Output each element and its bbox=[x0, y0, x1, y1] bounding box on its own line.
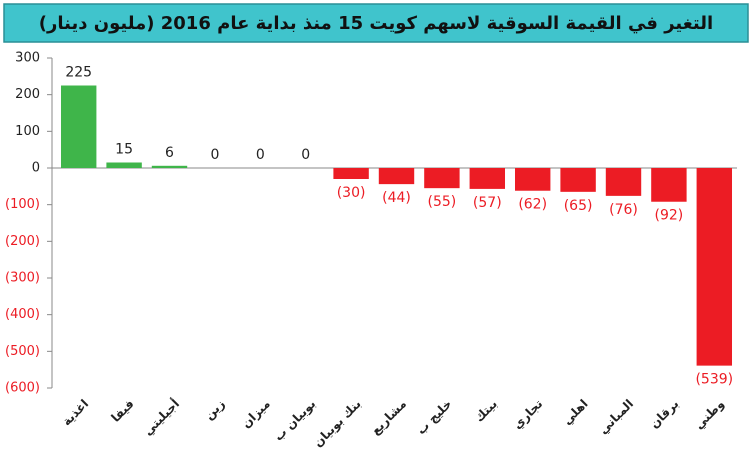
x-tick-label: تجاري bbox=[510, 397, 545, 432]
x-tick-label: المباني bbox=[596, 397, 636, 437]
bar bbox=[106, 162, 142, 168]
bar bbox=[651, 168, 687, 202]
y-tick-label: 200 bbox=[15, 87, 40, 102]
value-label: 225 bbox=[65, 65, 92, 81]
y-tick-label: 0 bbox=[32, 161, 40, 176]
value-label: (539) bbox=[695, 372, 733, 388]
bar bbox=[424, 168, 460, 189]
chart-title: التغير في القيمة السوقية لاسهم كويت 15 م… bbox=[39, 13, 713, 34]
y-tick-label: (400) bbox=[5, 307, 40, 322]
y-tick-label: (500) bbox=[5, 344, 40, 359]
x-tick-label: مشاريع bbox=[368, 397, 409, 438]
bar bbox=[151, 165, 188, 168]
y-tick-label: 100 bbox=[15, 124, 40, 139]
bar bbox=[333, 168, 369, 179]
bar bbox=[469, 168, 506, 189]
x-tick-label: بنك بوبيان bbox=[311, 397, 365, 450]
bar bbox=[696, 168, 733, 366]
title-box bbox=[3, 3, 749, 43]
value-label: 15 bbox=[115, 142, 133, 158]
bar bbox=[514, 168, 551, 191]
value-label: (62) bbox=[518, 197, 547, 213]
bar bbox=[605, 168, 642, 196]
value-label: (44) bbox=[382, 190, 411, 206]
value-label: (76) bbox=[609, 202, 638, 218]
y-tick-label: (100) bbox=[5, 197, 40, 212]
x-tick-label: اهلي bbox=[560, 397, 591, 428]
x-tick-label: أجيليتي bbox=[140, 396, 182, 438]
value-label: 0 bbox=[256, 147, 265, 163]
bar bbox=[378, 168, 415, 185]
value-label: 0 bbox=[301, 147, 310, 163]
x-tick-label: بيتك bbox=[472, 397, 500, 425]
y-tick-label: (600) bbox=[5, 381, 40, 396]
x-tick-label: اغذية bbox=[59, 397, 91, 429]
bar bbox=[60, 85, 97, 168]
bar bbox=[560, 168, 596, 192]
x-tick-label: وطني bbox=[692, 397, 728, 433]
value-label: (65) bbox=[564, 198, 593, 214]
value-label: 6 bbox=[165, 145, 174, 161]
value-label: 0 bbox=[210, 147, 219, 163]
y-tick-label: 300 bbox=[15, 51, 40, 66]
y-tick-label: (200) bbox=[5, 234, 40, 249]
x-tick-label: خليج ب bbox=[414, 397, 455, 438]
x-tick-label: برقان bbox=[647, 397, 681, 431]
value-label: (57) bbox=[473, 195, 502, 211]
value-label: (55) bbox=[428, 194, 457, 210]
x-tick-label: بوبيان ب bbox=[271, 397, 319, 445]
x-tick-label: فيفا bbox=[108, 397, 136, 425]
x-tick-label: زين bbox=[202, 397, 228, 423]
value-label: (92) bbox=[655, 208, 684, 224]
x-tick-label: ميزان bbox=[239, 397, 273, 431]
value-label: (30) bbox=[337, 185, 366, 201]
y-tick-label: (300) bbox=[5, 271, 40, 286]
